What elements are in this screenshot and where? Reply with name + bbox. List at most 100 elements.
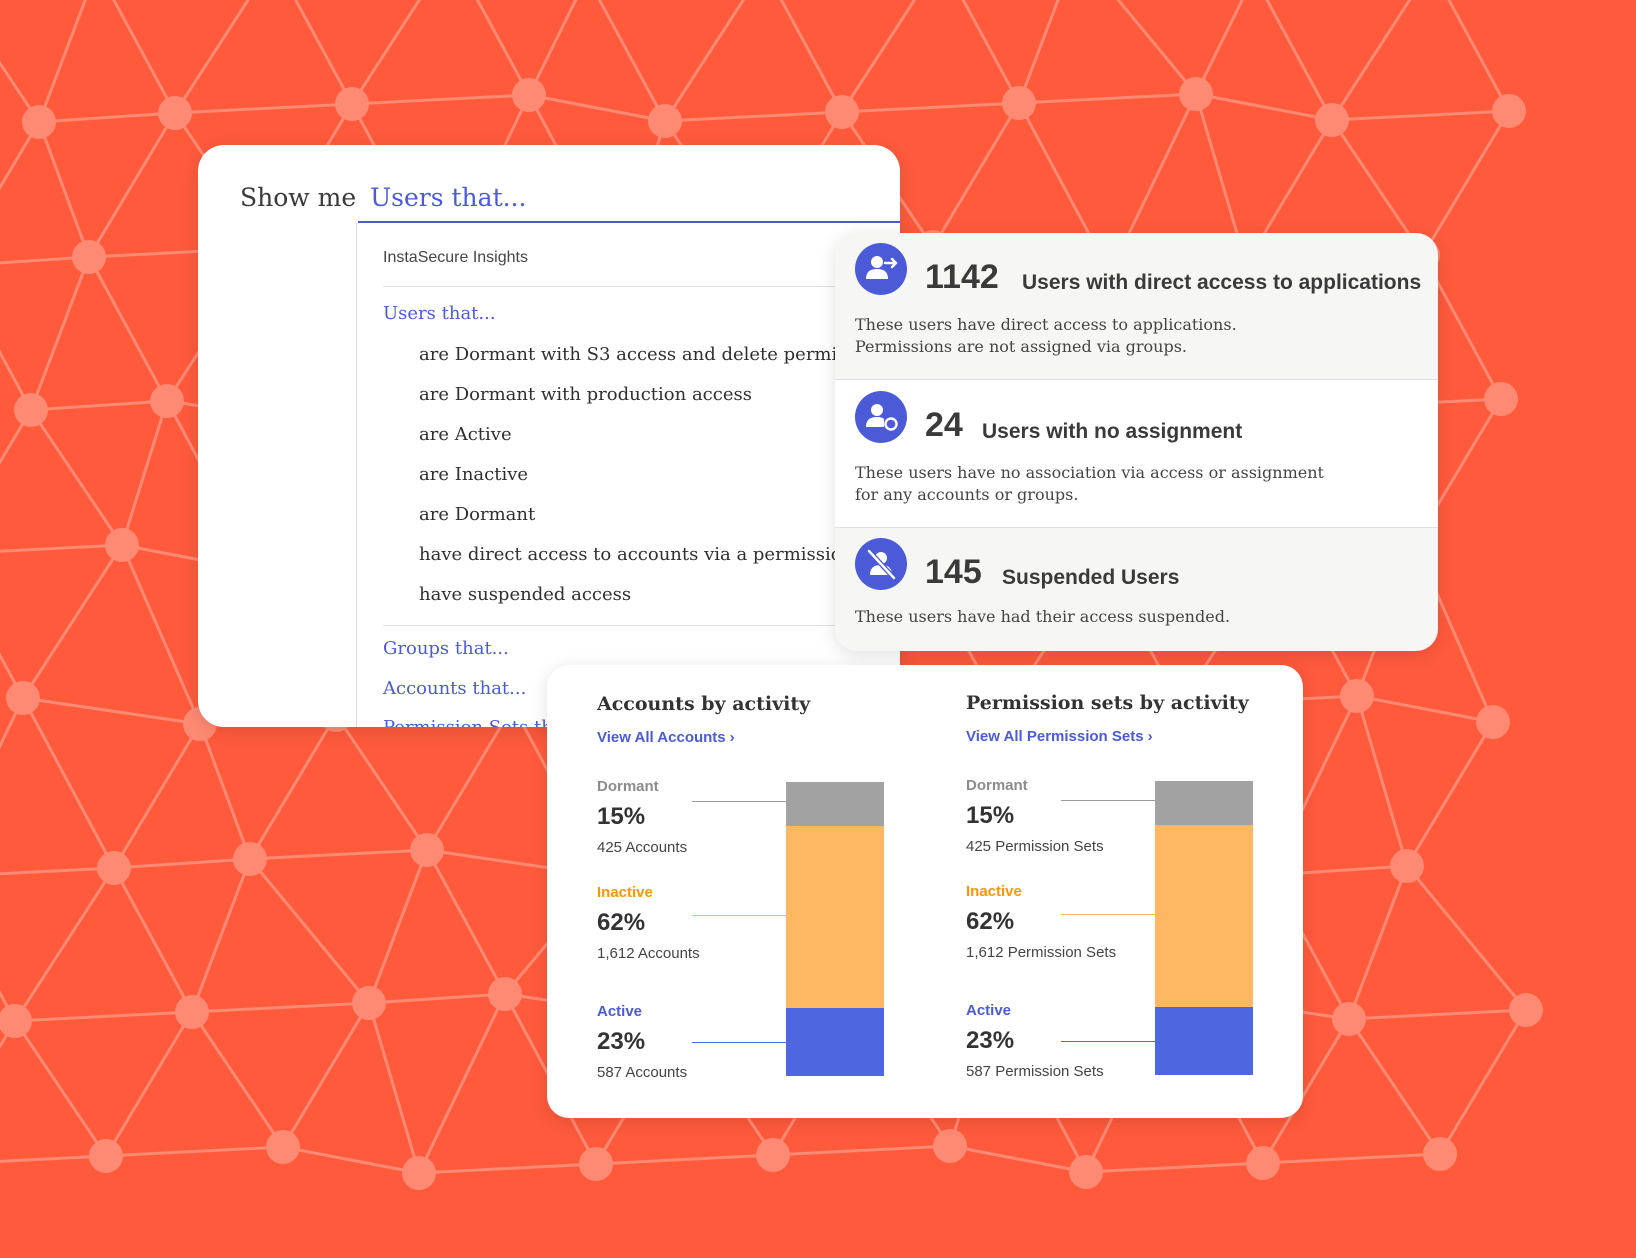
stat-row-direct-access[interactable]: 1142 Users with direct access to applica…	[835, 233, 1438, 379]
dormant-label: Dormant	[966, 777, 1028, 794]
network-edge	[190, 858, 252, 1013]
network-edge	[1348, 1008, 1527, 1021]
active-segment	[1155, 1007, 1253, 1075]
query-builder-card: Show me Users that... InstaSecure Insigh…	[198, 145, 900, 727]
network-node	[512, 78, 546, 112]
stat-count: 1142	[925, 258, 999, 296]
suggestions-divider	[383, 625, 883, 626]
stat-row-no-assignment[interactable]: 24 Users with no assignment These users …	[835, 380, 1438, 527]
query-value-input[interactable]: Users that...	[370, 183, 527, 212]
network-edge	[1261, 1018, 1351, 1164]
network-edge	[425, 705, 515, 851]
dormant-count: 425 Accounts	[597, 839, 688, 856]
network-edge	[0, 255, 90, 265]
network-edge	[13, 867, 116, 1022]
accounts-activity-title: Accounts by activity	[597, 693, 811, 715]
network-edge	[931, 102, 1021, 248]
network-node	[97, 851, 131, 885]
network-node	[175, 995, 209, 1029]
network-edge	[0, 866, 115, 876]
user-suspended-icon	[855, 538, 907, 590]
chevron-right-icon: ›	[1147, 728, 1153, 745]
network-edge	[949, 1144, 1087, 1174]
option-suspended-access[interactable]: have suspended access	[419, 584, 632, 605]
stat-title: Users with direct access to applications	[1022, 271, 1422, 294]
network-edge	[112, 867, 194, 1013]
network-node	[410, 833, 444, 867]
network-edge	[961, 0, 1021, 104]
dormant-leader-line	[1061, 800, 1169, 801]
section-users[interactable]: Users that...	[383, 303, 496, 324]
network-edge	[1356, 694, 1494, 724]
network-edge	[282, 1145, 420, 1175]
section-accounts[interactable]: Accounts that...	[383, 678, 527, 699]
network-edge	[0, 543, 123, 553]
network-edge	[779, 0, 844, 113]
network-edge	[37, 121, 91, 258]
network-node	[335, 87, 369, 121]
option-dormant-s3[interactable]: are Dormant with S3 access and delete pe…	[419, 344, 894, 365]
section-groups[interactable]: Groups that...	[383, 638, 509, 659]
network-edge	[21, 544, 124, 699]
active-label: Active	[597, 1003, 643, 1020]
option-direct-access-permission-set[interactable]: have direct access to accounts via a per…	[419, 544, 887, 565]
active-label: Active	[966, 1002, 1012, 1019]
stat-description: These users have direct access to applic…	[855, 315, 1237, 356]
active-percent: 23%	[966, 1027, 1015, 1054]
network-edge	[21, 697, 116, 869]
network-node	[825, 95, 859, 129]
network-node	[105, 528, 139, 562]
view-all-accounts-link[interactable]: View All Accounts ›	[597, 729, 735, 746]
network-edge	[191, 1001, 370, 1014]
network-edge	[0, 1020, 17, 1050]
network-edge	[174, 102, 353, 115]
network-edge	[1347, 865, 1409, 1020]
suggestions-divider	[383, 286, 883, 287]
query-input-underline	[358, 221, 900, 223]
network-edge	[350, 0, 422, 105]
permission-sets-activity-title: Permission sets by activity	[966, 692, 1249, 714]
network-edge	[772, 1144, 951, 1157]
network-edge	[0, 121, 41, 191]
option-dormant[interactable]: are Dormant	[419, 504, 536, 525]
active-count: 587 Accounts	[597, 1064, 688, 1081]
inactive-segment	[1155, 825, 1253, 1007]
chevron-right-icon: ›	[729, 729, 735, 746]
network-edge	[1405, 865, 1528, 1011]
network-edge	[22, 696, 201, 726]
stat-description: These users have no association via acce…	[855, 463, 1324, 504]
network-edge	[30, 399, 168, 412]
network-edge	[1447, 0, 1511, 112]
accounts-stacked-bar	[786, 782, 884, 1076]
network-edge	[1195, 92, 1333, 122]
view-all-permission-sets-link[interactable]: View All Permission Sets ›	[966, 728, 1153, 745]
active-percent: 23%	[597, 1028, 646, 1055]
network-node	[1246, 1146, 1280, 1180]
network-node	[352, 986, 386, 1020]
option-inactive[interactable]: are Inactive	[419, 464, 529, 485]
network-edge	[418, 1162, 597, 1175]
user-arrow-icon	[855, 243, 907, 295]
section-permission-sets[interactable]: Permission Sets that...	[383, 717, 588, 727]
network-edge	[113, 857, 251, 870]
inactive-label: Inactive	[597, 884, 653, 901]
option-active[interactable]: are Active	[419, 424, 512, 445]
dormant-segment	[786, 782, 884, 826]
active-leader-line	[692, 1042, 800, 1043]
network-edge	[190, 1011, 285, 1148]
query-suggestions-dropdown: InstaSecure Insights Users that... are D…	[356, 223, 900, 727]
network-edge	[1018, 92, 1197, 105]
network-node	[1509, 993, 1543, 1027]
network-edge	[173, 0, 250, 114]
network-edge	[841, 101, 1020, 114]
network-edge	[475, 0, 531, 96]
query-header: Show me Users that...	[240, 183, 526, 212]
network-node	[1476, 705, 1510, 739]
network-edge	[1438, 1009, 1528, 1155]
stat-row-suspended[interactable]: 145 Suspended Users These users have had…	[835, 528, 1438, 651]
network-edge	[0, 652, 25, 699]
option-dormant-production[interactable]: are Dormant with production access	[419, 384, 752, 405]
suggestions-source-label: InstaSecure Insights	[383, 249, 528, 266]
network-node	[14, 393, 48, 427]
network-node	[756, 1138, 790, 1172]
